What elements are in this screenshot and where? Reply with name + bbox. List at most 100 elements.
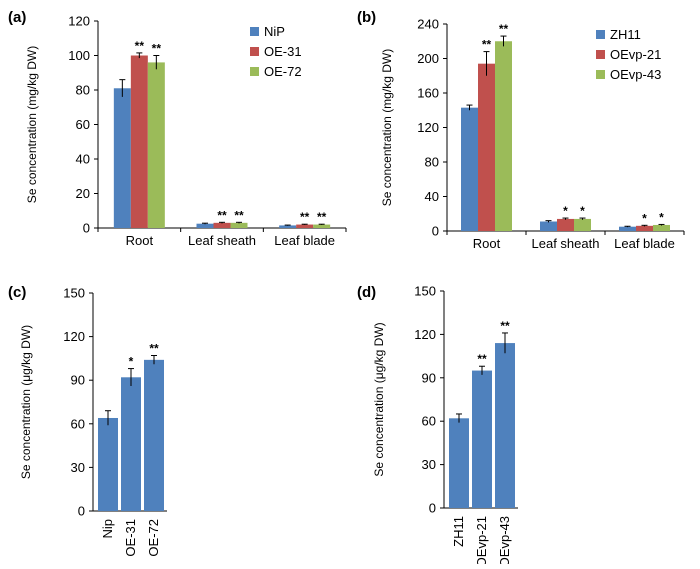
significance-marker: *	[580, 204, 585, 218]
significance-marker: *	[659, 210, 664, 224]
legend-entry: ZH11	[610, 27, 641, 42]
bar	[196, 223, 214, 228]
y-tick-label: 0	[432, 224, 439, 239]
y-tick-label: 120	[414, 327, 436, 342]
bar	[296, 224, 314, 228]
bar	[557, 218, 574, 231]
significance-marker: *	[129, 355, 134, 369]
legend-entry: OEvp-43	[610, 67, 661, 82]
x-tick-label: OEvp-21	[474, 516, 489, 564]
bar	[478, 63, 495, 231]
y-tick-label: 40	[425, 189, 439, 204]
bar	[495, 41, 512, 231]
significance-marker: *	[563, 204, 568, 218]
legend-entry: NiP	[264, 24, 285, 39]
x-tick-label: Leaf sheath	[188, 233, 256, 248]
chart-panel-1: (a) 0 20 40 60 80 100 120 Se concentration (mg/k…	[8, 9, 347, 248]
y-tick-label: 240	[417, 17, 439, 32]
y-axis-label: Se concentration (μg/kg DW)	[19, 325, 33, 479]
y-axis-label: Se concentration (μg/kg DW)	[372, 322, 386, 476]
legend-swatch	[596, 30, 605, 39]
x-tick-label: Leaf blade	[614, 236, 675, 251]
y-tick-label: 60	[76, 117, 90, 132]
bar	[147, 62, 165, 229]
panel-label: (b)	[357, 9, 376, 26]
bar	[472, 370, 492, 508]
significance-marker: **	[317, 210, 327, 224]
chart-panel-2: (b) 0 40 80 120 160 200 240 Se concentration (mg…	[357, 9, 685, 251]
y-tick-label: 90	[422, 370, 436, 385]
bar	[449, 418, 469, 508]
legend-entry: OEvp-21	[610, 47, 661, 62]
y-tick-label: 80	[76, 83, 90, 98]
bar	[653, 224, 670, 231]
significance-marker: **	[152, 42, 162, 56]
significance-marker: **	[234, 208, 244, 222]
panel-label: (a)	[8, 9, 26, 26]
panel-label: (d)	[357, 284, 376, 301]
y-tick-label: 40	[76, 152, 90, 167]
y-tick-label: 120	[417, 120, 439, 135]
legend-swatch	[250, 47, 259, 56]
legend-swatch	[250, 67, 259, 76]
x-tick-label: ZH11	[451, 516, 466, 547]
x-tick-label: Nip	[100, 519, 115, 539]
y-tick-label: 30	[422, 457, 436, 472]
y-tick-label: 0	[78, 504, 85, 519]
y-tick-label: 30	[71, 460, 85, 475]
bar	[144, 359, 164, 511]
y-tick-label: 100	[68, 48, 90, 63]
bar	[121, 377, 141, 511]
y-tick-label: 80	[425, 155, 439, 170]
x-tick-label: Leaf blade	[274, 233, 335, 248]
x-tick-label: Root	[126, 233, 154, 248]
bar	[574, 218, 591, 231]
bar	[619, 226, 636, 231]
significance-marker: **	[477, 352, 487, 366]
bar	[130, 55, 148, 228]
x-tick-label: Root	[473, 236, 501, 251]
y-tick-label: 60	[422, 414, 436, 429]
y-tick-label: 200	[417, 51, 439, 66]
y-tick-label: 90	[71, 373, 85, 388]
bar	[213, 222, 231, 228]
bar	[636, 225, 653, 231]
y-tick-label: 60	[71, 416, 85, 431]
chart-panel-4: (d) 0 30 60 90 120 150 Se concentration (μg/kg …	[357, 284, 518, 567]
x-tick-label: OEvp-43	[497, 516, 512, 564]
significance-marker: **	[135, 39, 145, 53]
y-tick-label: 0	[83, 221, 90, 236]
legend-swatch	[596, 70, 605, 79]
significance-marker: **	[500, 319, 510, 333]
bar	[313, 224, 331, 228]
y-tick-label: 150	[414, 284, 436, 299]
significance-marker: **	[217, 208, 227, 222]
x-tick-label: OE-31	[123, 519, 138, 557]
legend-entry: OE-72	[264, 64, 302, 79]
legend-swatch	[250, 27, 259, 36]
bar	[98, 417, 118, 511]
y-axis-label: Se concentration (mg/kg DW)	[25, 46, 39, 203]
y-tick-label: 20	[76, 186, 90, 201]
bar	[230, 222, 248, 228]
y-tick-label: 0	[429, 501, 436, 516]
y-tick-label: 150	[63, 286, 85, 301]
y-tick-label: 160	[417, 86, 439, 101]
y-tick-label: 120	[63, 329, 85, 344]
y-axis-label: Se concentration (mg/kg DW)	[380, 49, 394, 206]
bar	[113, 88, 131, 229]
bar	[279, 225, 297, 228]
legend-swatch	[596, 50, 605, 59]
significance-marker: **	[300, 210, 310, 224]
legend-entry: OE-31	[264, 44, 302, 59]
significance-marker: **	[149, 341, 159, 355]
x-tick-label: Leaf sheath	[532, 236, 600, 251]
significance-marker: **	[499, 22, 509, 36]
panel-label: (c)	[8, 284, 26, 301]
bar	[461, 107, 478, 231]
y-tick-label: 120	[68, 14, 90, 29]
x-tick-label: OE-72	[146, 519, 161, 557]
chart-panel-3: (c) 0 30 60 90 120 150 Se concentration (μg/kg …	[8, 284, 167, 557]
bar	[495, 343, 515, 508]
